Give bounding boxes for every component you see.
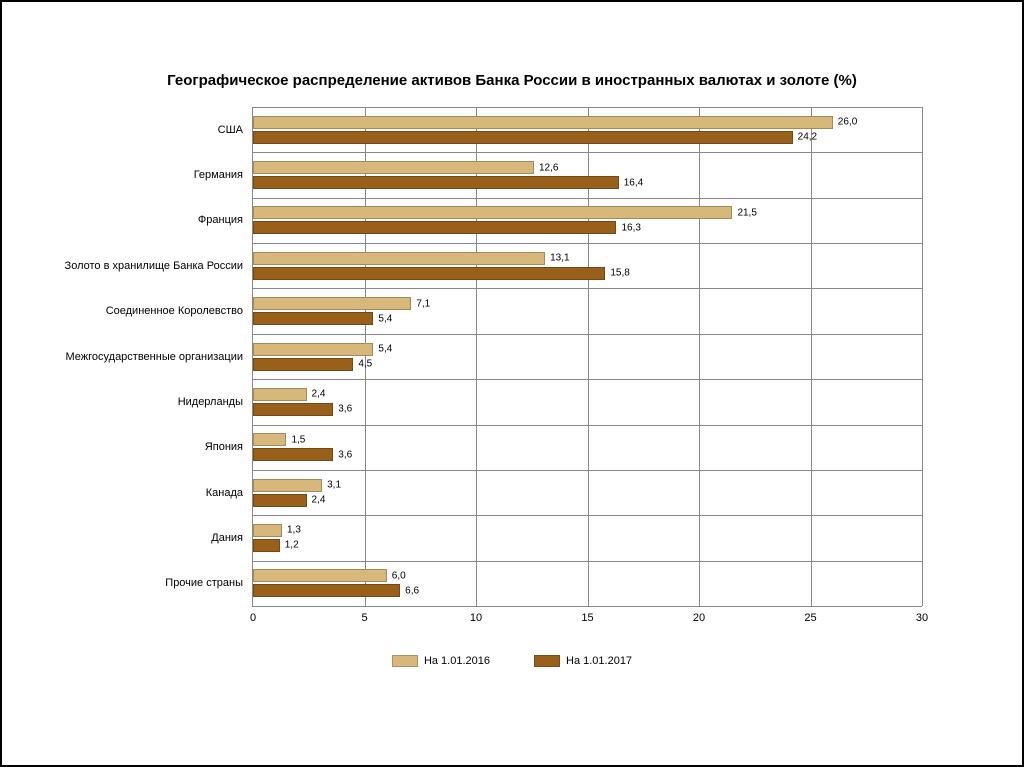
- gridline-h: [253, 288, 922, 289]
- gridline-h: [253, 198, 922, 199]
- bar-value-label: 12,6: [539, 162, 558, 173]
- slide-frame: Географическое распределение активов Бан…: [0, 0, 1024, 767]
- gridline-h: [253, 515, 922, 516]
- gridline-v: [699, 107, 700, 606]
- bar-value-label: 2,4: [312, 389, 326, 400]
- gridline-h: [253, 243, 922, 244]
- bar: [253, 584, 400, 597]
- bar-value-label: 6,0: [392, 570, 406, 581]
- category-label: Франция: [53, 214, 243, 226]
- gridline-h: [253, 334, 922, 335]
- bar-value-label: 26,0: [838, 117, 857, 128]
- bar: [253, 569, 387, 582]
- bar-value-label: 21,5: [737, 207, 756, 218]
- category-label: Межгосударственные организации: [53, 351, 243, 363]
- category-label: Прочие страны: [53, 577, 243, 589]
- gridline-v: [811, 107, 812, 606]
- bar: [253, 221, 616, 234]
- category-label: Соединенное Королевство: [53, 305, 243, 317]
- bar: [253, 343, 373, 356]
- x-tick-label: 25: [804, 612, 816, 624]
- x-tick-label: 20: [693, 612, 705, 624]
- gridline-h: [253, 470, 922, 471]
- category-label: Германия: [53, 169, 243, 181]
- bar-value-label: 24,2: [798, 132, 817, 143]
- gridline-h: [253, 152, 922, 153]
- bar: [253, 479, 322, 492]
- bar: [253, 448, 333, 461]
- bar-value-label: 4,5: [358, 359, 372, 370]
- bar-value-label: 5,4: [378, 313, 392, 324]
- x-tick-label: 30: [916, 612, 928, 624]
- slide-content: Географическое распределение активов Бан…: [32, 22, 992, 745]
- bar: [253, 358, 353, 371]
- bar: [253, 403, 333, 416]
- bar-value-label: 16,3: [621, 222, 640, 233]
- gridline-h: [253, 561, 922, 562]
- legend-item: На 1.01.2016: [392, 655, 490, 667]
- legend-label: На 1.01.2016: [424, 655, 490, 667]
- gridline-v: [922, 107, 923, 606]
- bar-value-label: 16,4: [624, 177, 643, 188]
- bar-value-label: 5,4: [378, 344, 392, 355]
- gridline-h: [253, 425, 922, 426]
- category-label: Дания: [53, 532, 243, 544]
- bar: [253, 116, 833, 129]
- bar: [253, 297, 411, 310]
- bar-value-label: 13,1: [550, 253, 569, 264]
- gridline-h: [253, 107, 922, 108]
- bar-value-label: 1,5: [291, 434, 305, 445]
- legend-label: На 1.01.2017: [566, 655, 632, 667]
- x-tick-label: 15: [581, 612, 593, 624]
- bar-value-label: 1,2: [285, 540, 299, 551]
- bar: [253, 433, 286, 446]
- category-label: Канада: [53, 487, 243, 499]
- bar-value-label: 1,3: [287, 525, 301, 536]
- bar: [253, 524, 282, 537]
- legend-item: На 1.01.2017: [534, 655, 632, 667]
- legend-swatch: [392, 655, 418, 667]
- category-label: Япония: [53, 441, 243, 453]
- bar: [253, 131, 793, 144]
- bar-value-label: 3,6: [338, 404, 352, 415]
- chart-title: Географическое распределение активов Бан…: [52, 72, 972, 89]
- bar-value-label: 6,6: [405, 585, 419, 596]
- bar-value-label: 7,1: [416, 298, 430, 309]
- bar-value-label: 15,8: [610, 268, 629, 279]
- legend: На 1.01.2016 На 1.01.2017: [52, 655, 972, 667]
- bar: [253, 494, 307, 507]
- category-label: Золото в хранилище Банка России: [53, 260, 243, 272]
- bar-value-label: 3,6: [338, 449, 352, 460]
- category-label: США: [53, 124, 243, 136]
- x-tick-label: 10: [470, 612, 482, 624]
- bar: [253, 388, 307, 401]
- bar-value-label: 2,4: [312, 495, 326, 506]
- bar: [253, 312, 373, 325]
- legend-swatch: [534, 655, 560, 667]
- x-tick-label: 0: [250, 612, 256, 624]
- chart-area: 0 5 10 15 20 25 30 США 26,0 24,2 Германия 12,6 16,4 Ф…: [52, 107, 972, 667]
- x-tick-label: 5: [361, 612, 367, 624]
- category-label: Нидерланды: [53, 396, 243, 408]
- bar: [253, 252, 545, 265]
- plot-area: 051015202530США26,024,2Германия12,616,4Ф…: [252, 107, 922, 607]
- bar: [253, 176, 619, 189]
- gridline-h: [253, 379, 922, 380]
- bar: [253, 267, 605, 280]
- bar: [253, 161, 534, 174]
- bar-value-label: 3,1: [327, 480, 341, 491]
- bar: [253, 539, 280, 552]
- bar: [253, 206, 732, 219]
